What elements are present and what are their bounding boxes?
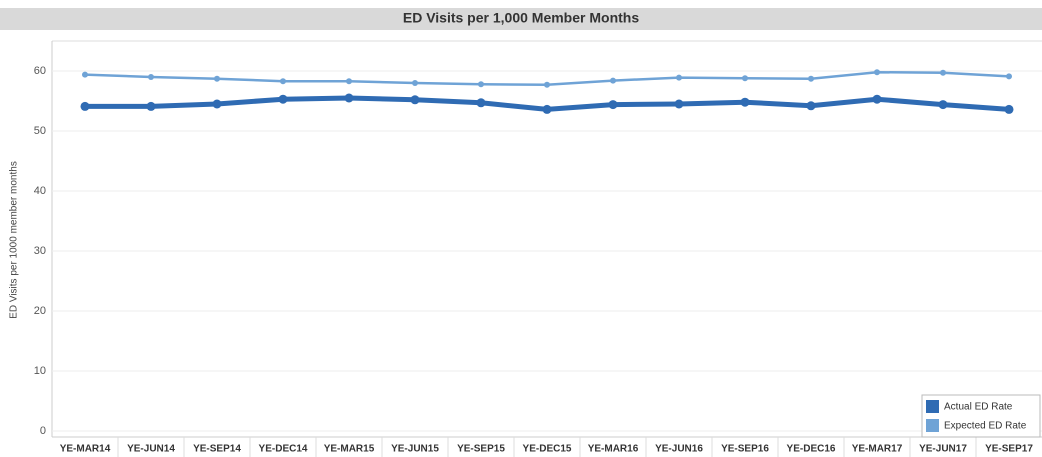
data-point	[82, 71, 88, 78]
data-point	[740, 97, 750, 107]
data-point	[148, 74, 154, 80]
legend-swatch	[926, 400, 939, 413]
x-tick-label: YE-MAR14	[60, 444, 111, 455]
x-tick-label: YE-SEP16	[721, 444, 769, 455]
data-point	[278, 94, 288, 104]
legend-box	[921, 394, 1041, 438]
data-point	[1004, 104, 1014, 114]
data-point	[808, 75, 814, 82]
data-point	[212, 99, 222, 109]
data-point	[938, 100, 948, 110]
x-tick-label: YE-SEP14	[193, 444, 241, 455]
x-tick-label: YE-SEP17	[985, 444, 1033, 455]
x-tick-label: YE-JUN14	[127, 444, 175, 455]
y-axis-label: ED Visits per 1000 member months	[9, 161, 20, 319]
data-point	[676, 74, 682, 81]
y-tick-label: 30	[34, 245, 46, 257]
chart-title: ED Visits per 1,000 Member Months	[403, 10, 639, 26]
data-point	[940, 69, 946, 76]
y-tick-label: 0	[40, 425, 46, 437]
x-tick-label: YE-DEC16	[787, 444, 836, 455]
data-point	[346, 78, 352, 85]
data-point	[80, 101, 90, 111]
data-point	[742, 75, 748, 82]
y-tick-label: 10	[34, 365, 46, 377]
data-point	[608, 100, 618, 110]
x-tick-label: YE-MAR16	[588, 444, 639, 455]
y-tick-label: 50	[34, 125, 46, 137]
data-point	[410, 95, 420, 105]
legend-label: Actual ED Rate	[944, 402, 1013, 413]
data-point	[146, 101, 156, 111]
x-tick-label: YE-MAR17	[852, 444, 903, 455]
data-point	[544, 81, 550, 88]
x-tick-label: YE-JUN16	[655, 444, 703, 455]
data-point	[806, 101, 816, 111]
data-point	[280, 78, 286, 85]
data-point	[412, 80, 418, 86]
x-tick-label: YE-DEC14	[259, 444, 308, 455]
x-tick-label: YE-JUN15	[391, 444, 439, 455]
data-point	[1006, 73, 1012, 80]
data-point	[872, 94, 882, 104]
data-point	[344, 93, 354, 103]
data-point	[478, 81, 484, 88]
y-tick-label: 60	[34, 65, 46, 77]
data-point	[476, 98, 486, 108]
x-tick-label: YE-MAR15	[324, 444, 375, 455]
y-tick-label: 20	[34, 305, 46, 317]
title-bar	[0, 8, 1042, 30]
x-tick-label: YE-SEP15	[457, 444, 505, 455]
data-point	[674, 99, 684, 109]
data-point	[542, 104, 552, 114]
x-tick-label: YE-DEC15	[523, 444, 572, 455]
data-point	[214, 75, 220, 82]
x-tick-label: YE-JUN17	[919, 444, 967, 455]
y-tick-label: 40	[34, 185, 46, 197]
legend-swatch	[926, 419, 939, 432]
data-point	[874, 69, 880, 76]
legend-label: Expected ED Rate	[944, 421, 1027, 432]
data-point	[610, 77, 616, 84]
